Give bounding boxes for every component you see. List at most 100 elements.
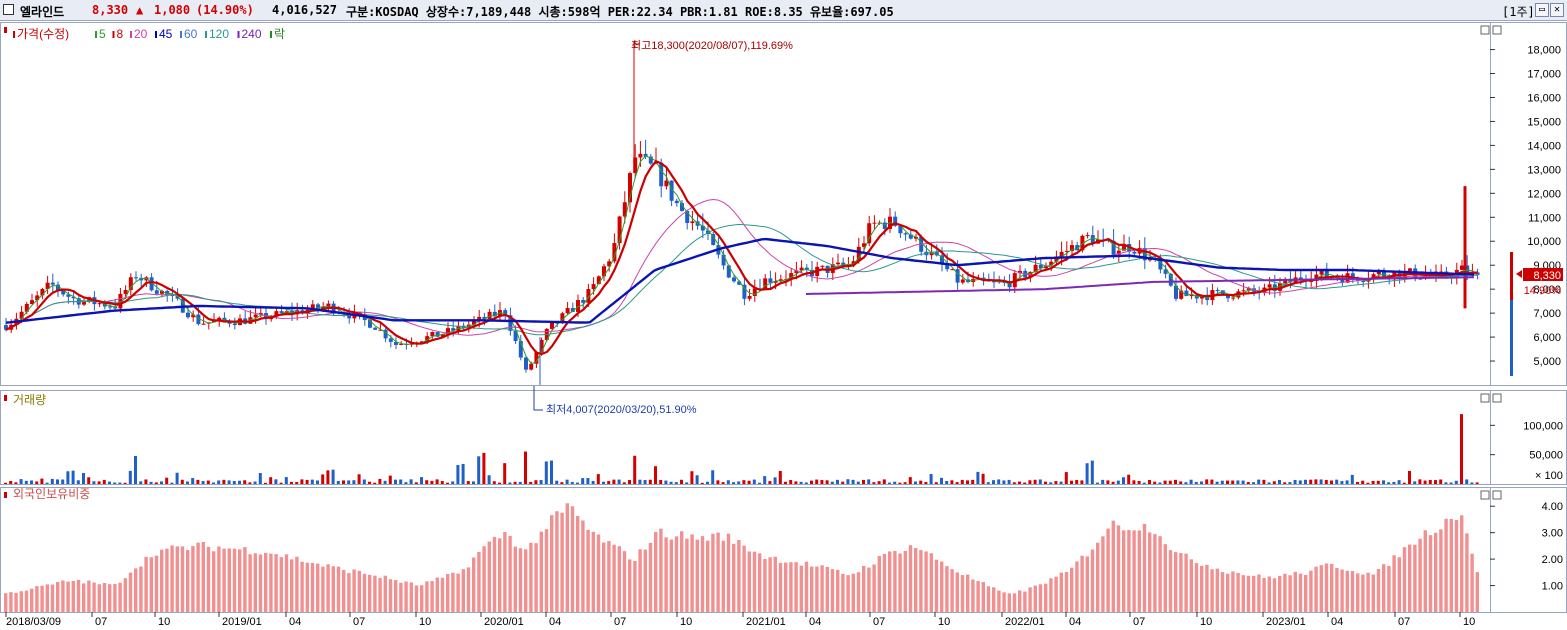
x-tick-label: 2021/01 [746, 616, 786, 628]
candle-body [950, 269, 955, 271]
volume-bar [71, 470, 75, 484]
foreign-ratio-bar [175, 546, 179, 612]
candle-body [737, 281, 742, 285]
volume-bar [1319, 479, 1323, 484]
price-tick-label: 6,000 [1533, 332, 1561, 344]
candle-body [66, 294, 71, 297]
ma240-line [805, 276, 1474, 295]
candle-body [1179, 290, 1184, 299]
foreign-ratio-bar [950, 569, 954, 612]
high-annotation: 최고18,300(2020/08/07),119.69% [631, 39, 793, 52]
foreign-ratio-bar [737, 540, 741, 612]
foreign-ratio-bar [617, 546, 621, 612]
volume-bar [35, 481, 39, 484]
foreign-ratio-bar [773, 556, 777, 612]
foreign-ratio-bar [700, 536, 705, 612]
foreign-ratio-bar [227, 548, 231, 612]
foreign-ratio-bar [612, 544, 616, 612]
volume-frame-maximize-icon[interactable] [1480, 393, 1490, 403]
price-frame-close-icon[interactable] [1492, 25, 1502, 35]
price-frame-maximize-icon[interactable] [1480, 25, 1490, 35]
foreign-ratio-bar [82, 583, 86, 612]
volume-bar [763, 476, 767, 484]
foreign-ratio-bar [893, 550, 897, 612]
volume-bar [888, 482, 891, 484]
volume-bar [451, 481, 455, 484]
candle-body [154, 290, 159, 294]
checkbox-icon[interactable] [3, 4, 14, 15]
volume-bar [352, 480, 356, 484]
high-arrow-icon [633, 41, 640, 45]
foreign-ratio-bar [669, 539, 673, 612]
foreign-ratio-bar [92, 582, 96, 612]
legend-label-60: 60 [184, 27, 198, 41]
period-button[interactable]: [1주] [1502, 5, 1535, 19]
volume-bar [1101, 479, 1105, 484]
foreign-ratio-bar [108, 584, 112, 612]
legend-label-가격(수정): 가격(수정) [17, 27, 69, 41]
restore-icon[interactable]: ▭ [1535, 3, 1549, 17]
foreign-frame-maximize-icon[interactable] [1480, 490, 1490, 500]
volume-frame-close-icon[interactable] [1492, 393, 1502, 403]
volume-bar [336, 481, 340, 484]
candle-body [1408, 268, 1412, 271]
volume-bar [992, 480, 995, 484]
price-change-pct: (14.90%) [196, 3, 254, 17]
volume-bar [721, 482, 725, 484]
foreign-ratio-bar [170, 545, 174, 612]
foreign-ratio-bar [529, 542, 533, 612]
foreign-ratio-bar [1153, 534, 1157, 612]
foreign-ratio-bar [19, 591, 23, 612]
candle-body [1085, 235, 1090, 237]
foreign-ratio-bar [440, 577, 445, 612]
volume-bar [976, 471, 980, 484]
volume-bar [607, 481, 611, 484]
volume-bar [227, 480, 231, 484]
volume-bar [628, 480, 631, 484]
foreign-ratio-bar [1236, 572, 1240, 612]
volume-bar [695, 475, 699, 484]
foreign-ratio-bar [596, 534, 601, 612]
volume-bar [690, 471, 694, 484]
foreign-ratio-bar [747, 551, 751, 612]
volume-bar [342, 480, 345, 484]
foreign-ratio-bar [1470, 553, 1474, 612]
volume-bar [388, 475, 392, 484]
foreign-ratio-bar [872, 564, 876, 612]
volume-bar [1288, 482, 1292, 484]
foreign-ratio-bar [1293, 571, 1297, 612]
foreign-frame-close-icon[interactable] [1492, 490, 1502, 500]
candle-body [1168, 273, 1173, 286]
x-tick-label: 07 [1133, 616, 1145, 628]
volume-bar [1283, 482, 1287, 484]
x-tick-label: 07 [95, 616, 107, 628]
volume-bar [1215, 481, 1219, 484]
foreign-ratio-bar [924, 551, 928, 612]
foreign-ratio-bar [310, 562, 315, 612]
volume-bar [768, 481, 772, 484]
volume-bar [1200, 481, 1203, 484]
foreign-ratio-bar [295, 556, 299, 612]
volume-bar [648, 479, 652, 484]
volume-bar [513, 481, 517, 484]
candle-body [778, 279, 783, 281]
close-icon[interactable]: ✕ [1550, 3, 1564, 17]
foreign-ratio-bar [836, 569, 840, 612]
legend-swatch [205, 31, 207, 38]
foreign-ratio-bar [1064, 571, 1069, 612]
volume-bar [534, 480, 538, 484]
volume-bar [1428, 479, 1432, 484]
foreign-ratio-bar [1090, 549, 1095, 612]
volume-bar [284, 477, 288, 484]
stock-chart: 18,000 17,000 16,000 15,000 14,000 13,000 12,0… [0, 22, 1567, 628]
volume-bar [867, 479, 871, 484]
candle-body [685, 210, 690, 223]
foreign-ratio-bar [1361, 574, 1365, 612]
candle-body [867, 223, 872, 244]
volume-bar [9, 481, 13, 484]
candle-body [446, 328, 450, 335]
volume-bar [61, 479, 65, 484]
legend-label-8: 8 [117, 27, 124, 41]
ma5-line [5, 155, 1478, 365]
candle-body [617, 216, 622, 244]
